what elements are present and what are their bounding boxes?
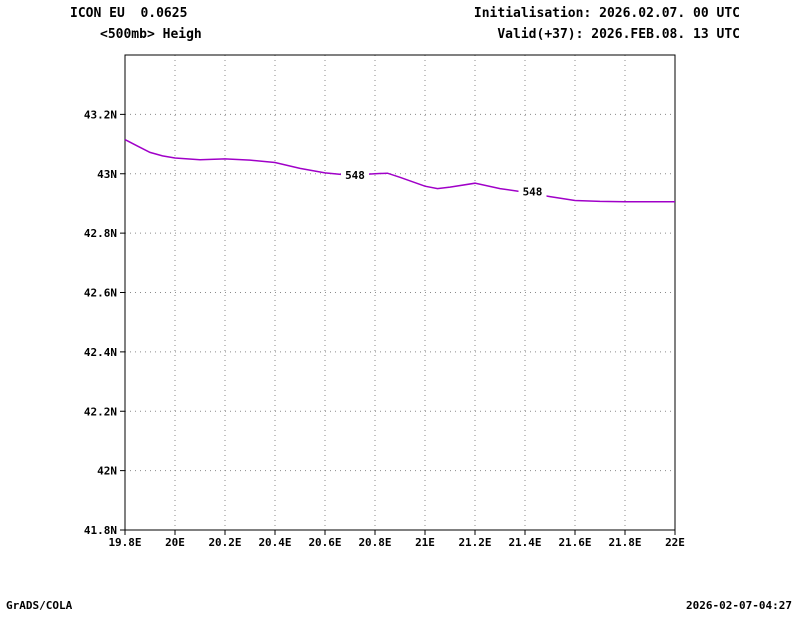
y-tick-label: 42.6N [84, 287, 117, 300]
creation-timestamp: 2026-02-07-04:27 [686, 599, 792, 612]
y-tick-label: 42N [97, 465, 117, 478]
y-tick-label: 43N [97, 168, 117, 181]
x-tick-label: 21.2E [458, 536, 491, 549]
model-title: ICON EU 0.0625 [70, 6, 188, 21]
x-tick-label: 21.4E [508, 536, 541, 549]
y-tick-label: 42.2N [84, 405, 117, 418]
y-tick-label: 42.8N [84, 227, 117, 240]
plot-frame [124, 54, 676, 531]
y-tick-label: 43.2N [84, 108, 117, 121]
x-tick-label: 20.4E [258, 536, 291, 549]
x-tick-label: 19.8E [108, 536, 141, 549]
x-tick-label: 20.2E [208, 536, 241, 549]
contour-label-mask [518, 183, 547, 199]
initialisation-time: Initialisation: 2026.02.07. 00 UTC [473, 6, 740, 21]
x-tick-label: 21.8E [608, 536, 641, 549]
x-tick-label: 20E [165, 536, 185, 549]
y-tick-label: 42.4N [84, 346, 117, 359]
x-tick-label: 20.8E [358, 536, 391, 549]
contour-label-mask [341, 167, 369, 183]
contour-line [124, 138, 675, 203]
y-tick-label: 41.8N [84, 524, 117, 537]
x-tick-label: 21E [415, 536, 435, 549]
valid-time: Valid(+37): 2026.FEB.08. 13 UTC [497, 27, 740, 42]
variable-title: <500mb> Heigh [100, 27, 202, 42]
contour-label: 548 [523, 186, 543, 199]
grads-credit: GrADS/COLA [6, 599, 73, 612]
x-tick-label: 22E [665, 536, 685, 549]
x-tick-label: 21.6E [558, 536, 591, 549]
x-tick-label: 20.6E [308, 536, 341, 549]
contour-label: 548 [345, 169, 365, 182]
